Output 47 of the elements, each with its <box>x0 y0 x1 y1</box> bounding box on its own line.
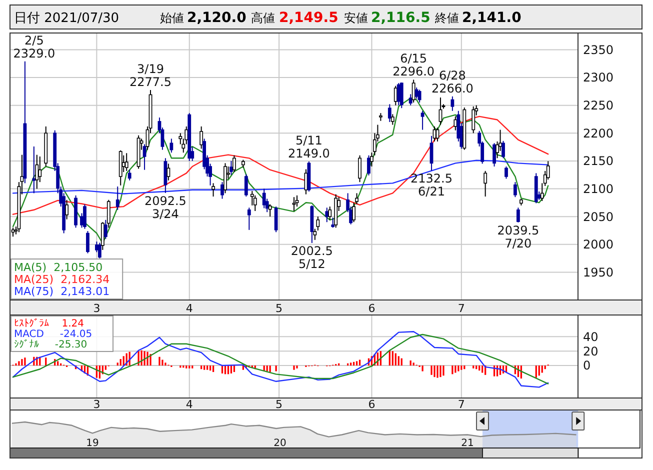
series-label: MA(5) 2,105.50 <box>14 261 103 274</box>
y-tick-label: 40 <box>583 330 598 344</box>
annotation: 2039.5 7/20 <box>497 223 540 250</box>
x-tick-label: 20 <box>274 438 286 449</box>
y-tick-label: 0 <box>583 358 591 373</box>
series-label: MACD -24.05 <box>14 329 92 340</box>
text: 2,141.0 <box>462 10 522 26</box>
x-tick-label: 19 <box>86 438 99 449</box>
text: 2,149.5 <box>279 10 338 26</box>
annotation: 3/19 2277.5 <box>130 62 172 90</box>
text: 高値 <box>251 11 275 25</box>
series-label: ｼｸﾞﾅﾙ -25.30 <box>14 338 88 350</box>
x-tick-label: 5 <box>276 398 283 411</box>
x-tick-label: 4 <box>186 398 193 411</box>
text: 日付 2021/07/30 <box>14 11 120 26</box>
annotation: 2132.5 6/21 <box>410 172 453 199</box>
y-tick-label: 2350 <box>583 42 614 57</box>
y-tick-label: 2250 <box>583 98 614 113</box>
x-tick-label: 3 <box>93 398 100 411</box>
x-tick-label: 6 <box>368 398 376 411</box>
y-tick-label: 2150 <box>583 154 614 168</box>
y-tick-label: 2200 <box>583 126 614 140</box>
x-tick-label: 6 <box>368 302 376 315</box>
text: 始値 <box>160 11 184 25</box>
annotation: 5/11 2149.0 <box>288 133 330 160</box>
text: MA(25) 2,162.34 <box>14 273 110 286</box>
text: MA(75) 2,143.01 <box>14 285 110 298</box>
text: 終値 <box>434 11 459 25</box>
x-tick-label: 21 <box>461 438 474 449</box>
x-tick-label: 7 <box>458 302 465 315</box>
text: 2,116.5 <box>371 10 430 26</box>
x-tick-label: 7 <box>458 398 465 411</box>
x-tick-label: 3 <box>93 302 100 315</box>
annotation: 2/5 2329.0 <box>13 33 56 60</box>
x-tick-label: 5 <box>276 302 283 315</box>
text: ﾋｽﾄｸﾞﾗﾑ 1.24 <box>14 318 84 330</box>
y-tick-label: 2000 <box>583 238 614 252</box>
y-tick-label: 2300 <box>583 70 614 85</box>
y-tick-label: 1950 <box>583 265 614 280</box>
y-tick-label: 2100 <box>583 182 614 196</box>
annotation: 2002.5 5/12 <box>290 244 333 271</box>
x-tick-label: 4 <box>186 302 193 315</box>
y-tick-label: 2050 <box>583 210 614 224</box>
text: 2,120.0 <box>187 10 247 26</box>
y-tick-label: 20 <box>583 344 598 358</box>
text: 安値 <box>344 11 368 25</box>
annotation: 2092.5 3/24 <box>144 194 186 221</box>
